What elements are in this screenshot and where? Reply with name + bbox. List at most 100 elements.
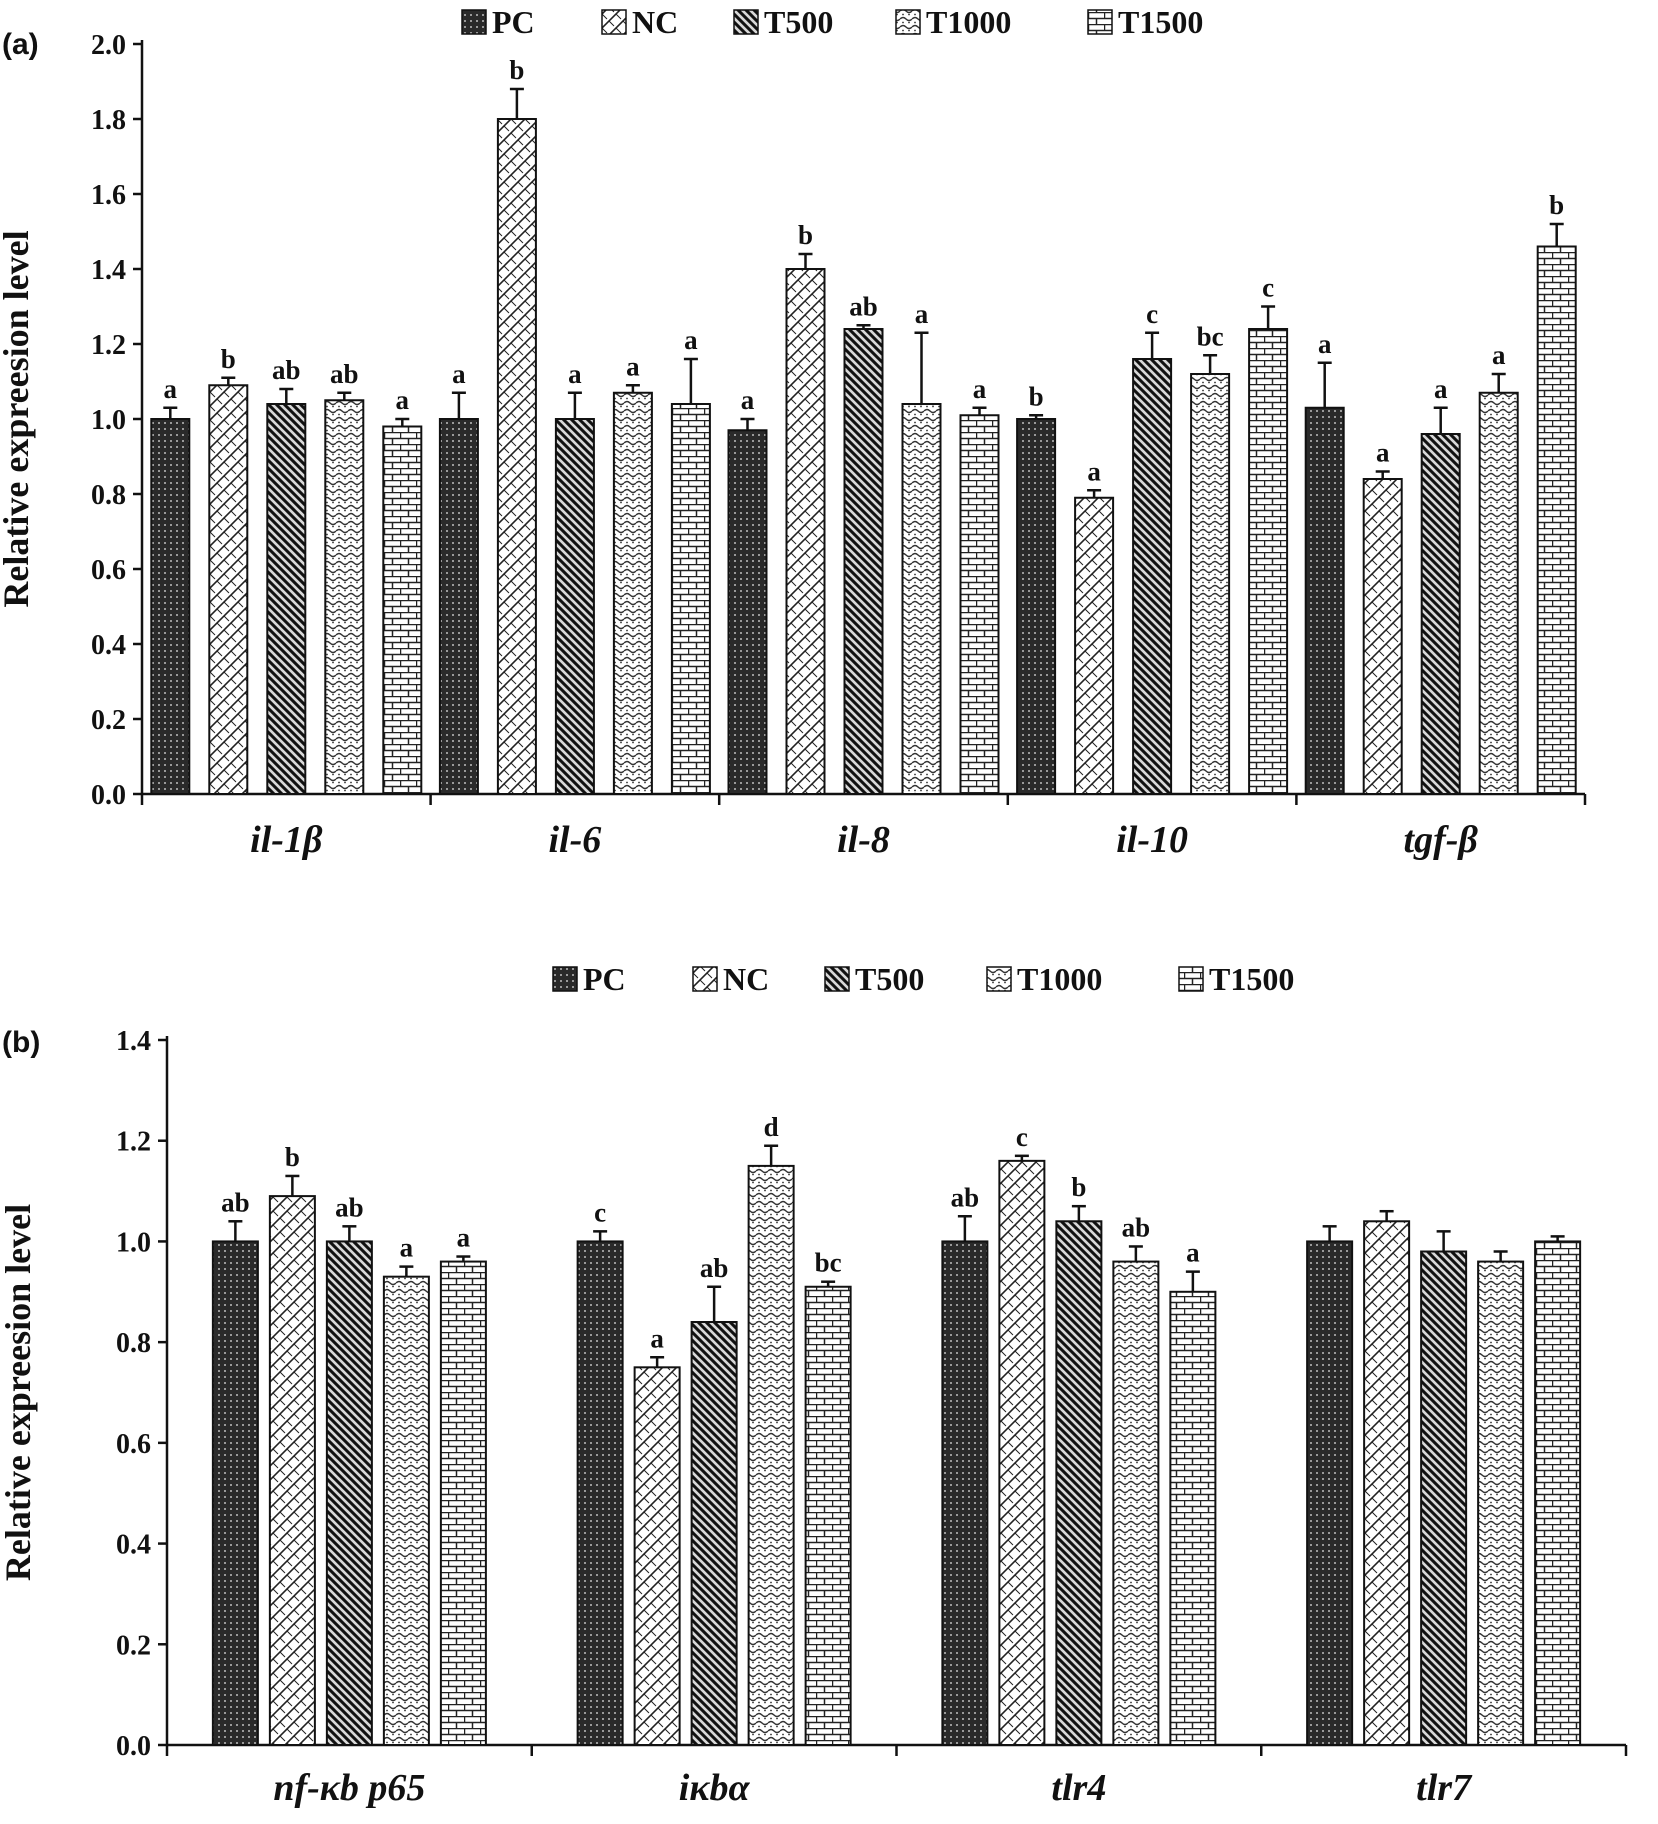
x-category-label: il-8	[837, 819, 890, 861]
bar-pc	[576, 1240, 624, 1747]
significance-label: a	[1492, 340, 1506, 370]
bar-t500	[1132, 358, 1173, 795]
y-tick-label: 0.2	[116, 1630, 151, 1661]
legend-label-t500: T500	[764, 4, 833, 40]
significance-label: ab	[272, 355, 301, 385]
legend-label-t1500: T1500	[1209, 961, 1294, 997]
significance-label: b	[285, 1142, 300, 1172]
significance-label: a	[1318, 329, 1332, 359]
legend-swatch-t1500	[1178, 966, 1204, 992]
y-tick-label: 1.4	[116, 1026, 151, 1057]
panel-label: (a)	[2, 28, 39, 61]
significance-label: c	[594, 1197, 606, 1227]
bar-nc	[633, 1366, 681, 1746]
bar-t1000	[612, 391, 653, 795]
bar-t1000	[324, 399, 365, 795]
legend-label-nc: NC	[632, 4, 678, 40]
bar-t500	[554, 418, 595, 795]
bar-t500	[1055, 1220, 1103, 1747]
significance-label: a	[1087, 456, 1101, 486]
significance-label: a	[741, 385, 755, 415]
significance-label: bc	[1197, 321, 1224, 351]
legend-label-nc: NC	[723, 961, 769, 997]
significance-label: ab	[221, 1187, 250, 1217]
significance-label: a	[1376, 438, 1390, 468]
bar-t1000	[1477, 1260, 1525, 1746]
y-tick-label: 0.6	[116, 1429, 151, 1460]
significance-label: ab	[335, 1192, 364, 1222]
chart-panel-0: PC NC T500 T1000 T1500 (a) Relative expreesion…	[0, 4, 1587, 861]
bar-t1500	[1536, 245, 1577, 795]
bar-t1000	[1478, 391, 1519, 795]
legend-label-t1500: T1500	[1118, 4, 1203, 40]
bar-t500	[843, 328, 884, 795]
bar-pc	[941, 1240, 989, 1747]
bar-nc	[1363, 1220, 1411, 1747]
legend-swatch-nc	[601, 9, 627, 35]
bar-t1500	[1534, 1240, 1582, 1747]
y-tick-label: 1.8	[91, 105, 126, 136]
significance-label: c	[1262, 273, 1274, 303]
y-tick-label: 1.0	[91, 405, 126, 436]
y-tick-label: 0.8	[91, 480, 126, 511]
bar-t1000	[901, 403, 942, 795]
legend-label-pc: PC	[492, 4, 535, 40]
y-tick-label: 0.8	[116, 1328, 151, 1359]
panel-label: (b)	[2, 1026, 40, 1059]
bar-pc	[1306, 1240, 1354, 1747]
significance-label: a	[1434, 374, 1448, 404]
bar-pc	[150, 418, 191, 795]
bar-t1500	[439, 1260, 487, 1746]
bar-t1000	[1190, 373, 1231, 795]
bar-t500	[690, 1321, 738, 1746]
significance-label: a	[973, 374, 987, 404]
x-category-label: tgf-β	[1404, 819, 1479, 861]
legend-swatch-t500	[824, 966, 850, 992]
bar-nc	[1074, 496, 1115, 795]
y-tick-label: 0.0	[116, 1731, 151, 1762]
y-tick-label: 0.4	[91, 630, 126, 661]
bar-t1500	[959, 414, 1000, 795]
significance-label: c	[1146, 299, 1158, 329]
significance-label: ab	[330, 359, 359, 389]
significance-label: ab	[1122, 1212, 1151, 1242]
significance-label: ab	[700, 1253, 729, 1283]
legend-swatch-t500	[733, 9, 759, 35]
bar-nc	[496, 118, 537, 795]
bar-nc	[785, 268, 826, 795]
y-tick-label: 0.0	[91, 780, 126, 811]
legend-swatch-t1000	[895, 9, 921, 35]
bar-nc	[208, 384, 249, 795]
bar-t1500	[804, 1285, 852, 1746]
x-category-label: tlr4	[1051, 1767, 1106, 1809]
bar-nc	[998, 1159, 1046, 1747]
significance-label: c	[1016, 1122, 1028, 1152]
chart-panel-1: PC NC T500 T1000 T1500 (b) Relative expreesion…	[0, 961, 1628, 1809]
significance-label: a	[684, 325, 698, 355]
significance-label: a	[650, 1323, 664, 1353]
bar-pc	[1016, 418, 1057, 795]
y-tick-label: 2.0	[91, 30, 126, 61]
significance-label: a	[457, 1223, 471, 1253]
x-category-label: il-1β	[250, 819, 323, 861]
significance-label: ab	[849, 291, 878, 321]
legend-swatch-pc	[461, 9, 487, 35]
significance-label: a	[400, 1233, 414, 1263]
x-category-label: il-6	[549, 819, 602, 861]
bar-t1000	[1112, 1260, 1160, 1746]
legend-swatch-nc	[692, 966, 718, 992]
significance-label: b	[1549, 190, 1564, 220]
x-category-label: nf-κb p65	[273, 1767, 425, 1809]
bar-t500	[1420, 433, 1461, 795]
significance-label: ab	[951, 1182, 980, 1212]
y-tick-label: 1.0	[116, 1227, 151, 1258]
legend-label-t1000: T1000	[1017, 961, 1102, 997]
bar-t1500	[382, 425, 423, 795]
legend-label-pc: PC	[583, 961, 626, 997]
legend-label-t1000: T1000	[926, 4, 1011, 40]
significance-label: bc	[815, 1248, 842, 1278]
y-tick-label: 0.4	[116, 1530, 151, 1561]
y-tick-label: 1.2	[91, 330, 126, 361]
